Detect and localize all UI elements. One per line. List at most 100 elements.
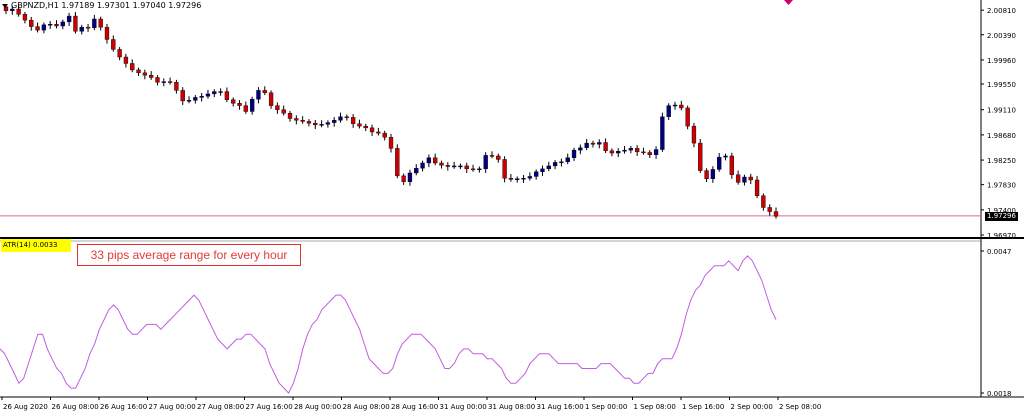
candle-body <box>123 56 129 64</box>
candle-body <box>54 24 59 27</box>
candle-body <box>300 120 305 122</box>
candle-body <box>212 91 217 95</box>
symbol-header: GBPNZD,H1 1.97189 1.97301 1.97040 1.9729… <box>2 1 201 10</box>
candle-body <box>420 162 425 169</box>
candle-body <box>382 132 387 138</box>
atr-indicator-label[interactable]: ATR(14) 0.0033 <box>1 239 71 252</box>
time-tick-label: 28 Aug 16:00 <box>391 403 438 411</box>
candle-body <box>666 105 671 117</box>
time-axis: 26 Aug 2020 26 Aug 08:00 26 Aug 16:00 27 Au… <box>1 397 821 411</box>
candle-body <box>111 39 116 50</box>
candle-body <box>243 105 248 112</box>
candle-body <box>401 175 406 182</box>
candle-body <box>10 8 15 11</box>
candle-body <box>723 155 728 158</box>
candle-body <box>773 211 779 217</box>
candle-body <box>445 165 450 167</box>
atr-line <box>0 255 777 394</box>
candle-body <box>275 105 280 110</box>
candle-body <box>414 168 419 174</box>
candle-body <box>199 96 204 98</box>
price-tick-label: 2.00810 <box>987 7 1016 15</box>
candle-body <box>502 159 507 179</box>
candle-body <box>597 142 602 145</box>
candle-body <box>237 103 242 106</box>
candle-body <box>470 168 476 171</box>
candle-body <box>634 148 640 153</box>
candle-body <box>584 142 589 148</box>
current-price-tag: 1.97296 <box>985 212 1018 221</box>
candle-body <box>679 104 684 109</box>
time-tick-label: 27 Aug 16:00 <box>246 403 293 411</box>
chevron-down-icon[interactable] <box>2 3 8 8</box>
candle-body <box>325 122 331 125</box>
candle-body <box>224 91 230 100</box>
candle-body <box>748 176 753 181</box>
time-tick-label: 2 Sep 00:00 <box>731 403 773 411</box>
candle-body <box>483 155 488 170</box>
atr-indicator-series <box>0 255 777 394</box>
candle-body <box>186 100 192 102</box>
candle-body <box>439 162 444 166</box>
candle-body <box>660 116 665 150</box>
candle-body <box>376 131 381 134</box>
candle-body <box>161 81 166 83</box>
candle-body <box>433 157 438 164</box>
candle-body <box>281 109 286 114</box>
price-tick-label: 1.99550 <box>987 81 1016 89</box>
candle-body <box>60 21 65 27</box>
candle-body <box>395 148 400 177</box>
candle-body <box>515 178 520 180</box>
price-tick-label: 1.98250 <box>987 157 1016 165</box>
candle-body <box>92 18 97 28</box>
candle-body <box>717 156 722 170</box>
candle-body <box>142 72 148 76</box>
time-tick-label: 26 Aug 2020 <box>3 403 48 411</box>
candle-body <box>350 117 356 124</box>
atr-axis: 0.0047 0.0018 <box>981 248 1012 398</box>
candle-body <box>85 26 91 29</box>
candle-body <box>464 165 469 170</box>
candle-body <box>559 161 564 164</box>
candle-body <box>735 174 741 183</box>
atr-tick-label: 0.0047 <box>987 248 1012 256</box>
price-tick-label: 2.00390 <box>987 32 1016 40</box>
candle-body <box>41 24 47 31</box>
candle-body <box>540 168 545 172</box>
candle-body <box>332 120 337 123</box>
candle-body <box>16 8 21 15</box>
candle-body <box>641 151 646 154</box>
time-tick-label: 31 Aug 08:00 <box>488 403 535 411</box>
time-tick-label: 31 Aug 16:00 <box>537 403 584 411</box>
candle-body <box>647 152 652 155</box>
candle-body <box>496 155 501 160</box>
candle-body <box>521 178 526 180</box>
candle-body <box>710 169 716 179</box>
candle-body <box>552 162 558 167</box>
candle-body <box>357 123 362 127</box>
candle-body <box>193 97 198 101</box>
candle-body <box>534 171 539 177</box>
candle-body <box>73 15 78 32</box>
candle-body <box>262 90 267 93</box>
candle-body <box>149 74 154 78</box>
annotation-text-box: 33 pips average range for every hour <box>77 244 301 266</box>
candle-body <box>205 93 211 97</box>
candle-body <box>231 99 236 104</box>
candle-body <box>136 69 141 74</box>
atr-tick-label: 0.0018 <box>987 390 1012 398</box>
window-separator <box>0 237 1024 239</box>
candle-body <box>174 82 179 91</box>
price-tick-label: 1.96970 <box>987 232 1016 240</box>
candle-body <box>616 151 621 154</box>
candle-body <box>306 121 312 124</box>
candle-body <box>79 26 84 32</box>
price-tick-label: 1.98680 <box>987 132 1016 140</box>
time-tick-label: 1 Sep 00:00 <box>585 403 627 411</box>
candle-body <box>458 165 463 168</box>
candle-body <box>628 148 633 151</box>
candle-body <box>578 147 583 151</box>
candle-body <box>729 155 734 175</box>
candle-body <box>35 26 40 31</box>
